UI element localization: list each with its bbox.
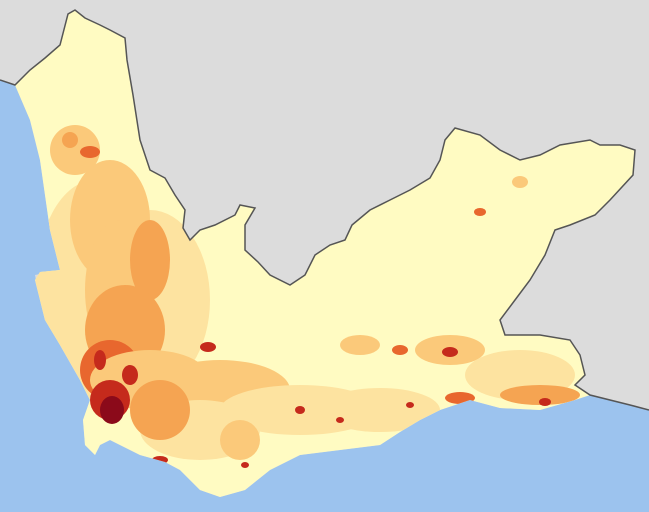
density-area xyxy=(122,365,138,385)
density-area xyxy=(340,335,380,355)
density-area xyxy=(320,388,440,432)
density-area xyxy=(130,220,170,300)
density-area xyxy=(130,380,190,440)
density-area xyxy=(406,402,414,408)
density-area xyxy=(336,417,344,423)
province-border xyxy=(0,9,649,411)
density-area xyxy=(100,396,124,424)
density-area xyxy=(539,398,551,406)
density-area xyxy=(512,176,528,188)
density-area xyxy=(474,208,486,216)
density-area xyxy=(94,350,106,370)
density-area xyxy=(241,462,249,468)
density-area xyxy=(80,146,100,158)
density-area xyxy=(442,347,458,357)
density-area xyxy=(62,132,78,148)
ocean xyxy=(0,80,649,512)
density-area xyxy=(200,342,216,352)
density-areas xyxy=(35,125,580,468)
density-area xyxy=(500,385,580,405)
density-area xyxy=(220,420,260,460)
density-area xyxy=(295,406,305,414)
density-area xyxy=(392,345,408,355)
